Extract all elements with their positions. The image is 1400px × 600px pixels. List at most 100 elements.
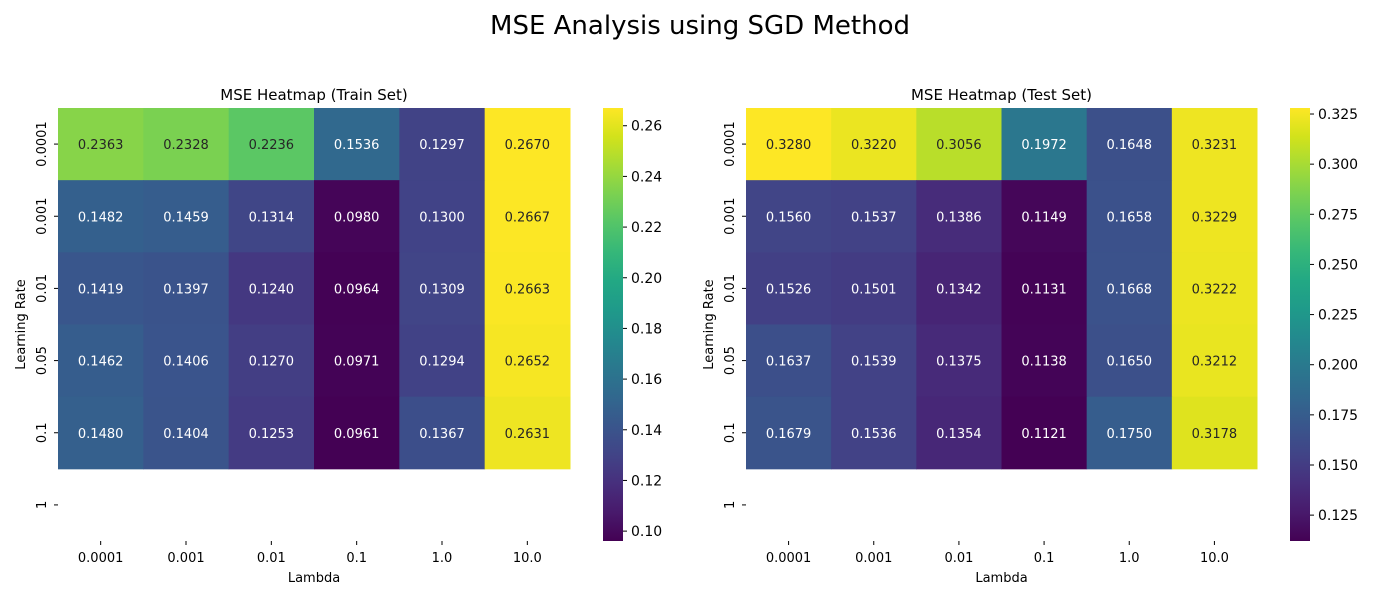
cell-value-label: 0.1648: [1107, 138, 1153, 153]
heatmap-cell: [143, 108, 230, 181]
heatmap-cell: [916, 180, 1002, 253]
heatmap-cell: [916, 108, 1002, 181]
heatmap-cell: [484, 324, 571, 398]
heatmap-cell: [484, 108, 571, 181]
cell-value-label: 0.1367: [419, 427, 465, 442]
cell-value-label: 0.1253: [249, 427, 295, 442]
heatmap-cell: [1086, 252, 1173, 325]
y-tick-label: 0.05: [723, 346, 738, 375]
heatmap-cell: [1086, 108, 1173, 181]
cell-value-label: 0.1406: [163, 355, 209, 370]
test-heatmap-panel: MSE Heatmap (Test Set) 0.3280 0.3220 0.3056…: [702, 86, 1358, 586]
colorbar-tick-label: 0.26: [631, 119, 662, 135]
heatmap-cell: [314, 108, 400, 181]
cell-value-label: 0.0971: [334, 355, 380, 370]
chart-title: MSE Heatmap (Train Set): [220, 86, 407, 104]
cell-value-label: 0.1270: [249, 355, 295, 370]
cell-value-label: 0.1972: [1021, 138, 1067, 153]
cell-value-label: 0.3222: [1192, 282, 1238, 297]
heatmap-cell: [314, 252, 400, 325]
y-tick-label: 1: [35, 501, 50, 509]
cell-value-label: 0.1650: [1107, 355, 1153, 370]
heatmap-cell: [143, 396, 230, 470]
cell-value-label: 0.1462: [78, 355, 124, 370]
cell-value-label: 0.1121: [1021, 427, 1067, 442]
cell-value-label: 0.0980: [334, 210, 380, 225]
heatmap-cell: [831, 252, 917, 325]
cell-value-label: 0.1294: [419, 355, 465, 370]
heatmap-cell: [916, 396, 1002, 470]
colorbar-tick-label: 0.150: [1318, 458, 1358, 474]
heatmap-cell: [1171, 324, 1258, 398]
cell-value-label: 0.2667: [505, 210, 551, 225]
heatmap-cell: [831, 180, 917, 253]
cell-value-label: 0.1658: [1107, 210, 1153, 225]
heatmap-cell: [746, 396, 832, 470]
colorbar-tick-label: 0.275: [1318, 207, 1358, 223]
y-tick-label: 0.0001: [35, 121, 50, 167]
cell-value-label: 0.2363: [78, 138, 124, 153]
heatmap-cell: [399, 108, 486, 181]
cell-value-label: 0.1149: [1021, 210, 1067, 225]
cell-value-label: 0.2663: [505, 282, 551, 297]
heatmap-cell: [484, 180, 571, 253]
heatmap-cell: [399, 252, 486, 325]
cell-value-label: 0.0964: [334, 282, 380, 297]
cell-value-label: 0.0961: [334, 427, 380, 442]
cell-value-label: 0.1536: [851, 427, 897, 442]
heatmap-cell: [484, 252, 571, 325]
heatmap-cell: [1086, 180, 1173, 253]
heatmap-cell: [143, 180, 230, 253]
x-axis-label: Lambda: [975, 571, 1027, 586]
heatmap-cell: [1171, 180, 1258, 253]
y-tick-label: 0.01: [723, 274, 738, 303]
colorbar-tick-label: 0.24: [631, 169, 662, 185]
cell-value-label: 0.1131: [1021, 282, 1067, 297]
heatmap-cell: [484, 396, 571, 470]
x-tick-label: 0.01: [944, 551, 973, 566]
heatmap-cell: [1001, 108, 1088, 181]
cell-value-label: 0.1419: [78, 282, 124, 297]
cell-value-label: 0.1526: [766, 282, 812, 297]
cell-value-label: 0.1536: [334, 138, 380, 153]
cell-value-label: 0.1300: [419, 210, 465, 225]
heatmap-cell: [1171, 252, 1258, 325]
cell-value-label: 0.1386: [936, 210, 982, 225]
heatmap-cell: [58, 180, 144, 253]
x-tick-label: 0.1: [346, 551, 367, 566]
heatmap-cell: [1171, 396, 1258, 470]
y-tick-label: 0.001: [35, 198, 50, 235]
cell-value-label: 0.2670: [505, 138, 551, 153]
cell-value-label: 0.1480: [78, 427, 124, 442]
x-tick-label: 0.1: [1034, 551, 1055, 566]
colorbar-tick-label: 0.225: [1318, 308, 1358, 324]
cell-value-label: 0.1482: [78, 210, 124, 225]
colorbar-tick-label: 0.325: [1318, 107, 1358, 123]
heatmap-cell: [228, 180, 315, 253]
colorbar-tick-label: 0.10: [631, 524, 662, 540]
heatmap-cell: [831, 108, 917, 181]
heatmap-cell: [746, 108, 832, 181]
heatmap-cell: [399, 396, 486, 470]
colorbar-tick-label: 0.16: [631, 372, 662, 388]
y-axis-label: Learning Rate: [702, 279, 717, 369]
colorbar: [603, 108, 623, 541]
cell-value-label: 0.1404: [163, 427, 209, 442]
colorbar-tick-label: 0.18: [631, 321, 662, 337]
heatmap-cell: [143, 252, 230, 325]
heatmap-cell: [831, 324, 917, 398]
cell-value-label: 0.3212: [1192, 355, 1238, 370]
cell-value-label: 0.3220: [851, 138, 897, 153]
cell-value-label: 0.3231: [1192, 138, 1238, 153]
colorbar-tick-label: 0.250: [1318, 257, 1358, 273]
heatmap-cell: [314, 396, 400, 470]
cell-value-label: 0.3178: [1192, 427, 1238, 442]
cell-value-label: 0.1354: [936, 427, 982, 442]
cell-value-label: 0.1560: [766, 210, 812, 225]
x-tick-label: 0.001: [855, 551, 892, 566]
heatmap-cell: [746, 324, 832, 398]
cell-value-label: 0.3280: [766, 138, 812, 153]
cell-value-label: 0.1297: [419, 138, 465, 153]
colorbar: [1290, 108, 1310, 541]
